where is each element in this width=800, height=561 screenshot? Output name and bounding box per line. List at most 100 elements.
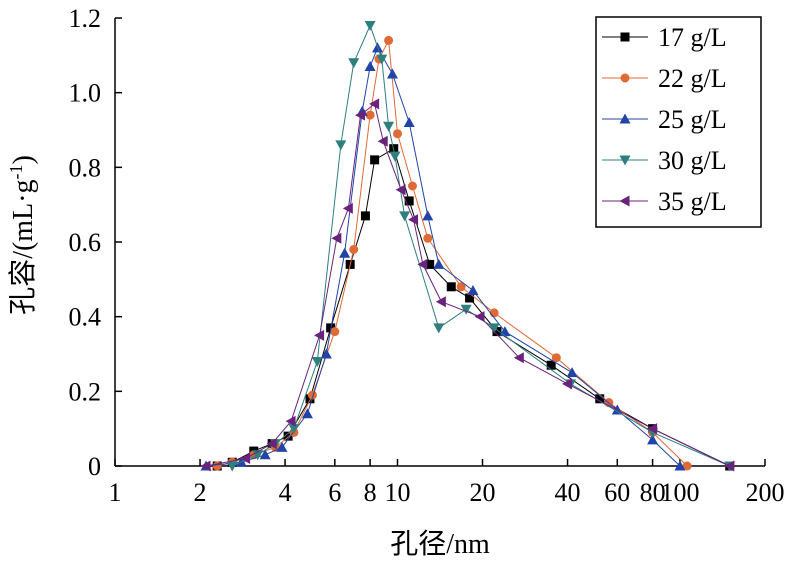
data-point bbox=[365, 110, 375, 120]
x-tick-label: 4 bbox=[279, 478, 292, 507]
legend-item: 17 g/L bbox=[602, 23, 727, 52]
legend-marker bbox=[619, 113, 631, 124]
data-point bbox=[266, 438, 277, 450]
data-point bbox=[349, 244, 359, 254]
data-point bbox=[595, 394, 605, 404]
data-point bbox=[647, 434, 659, 445]
x-tick-label: 6 bbox=[328, 478, 341, 507]
data-point bbox=[446, 282, 456, 292]
data-point bbox=[392, 129, 402, 139]
data-point bbox=[288, 424, 300, 435]
legend-item: 25 g/L bbox=[602, 105, 727, 134]
data-point bbox=[422, 210, 434, 221]
data-point bbox=[425, 259, 435, 269]
data-point bbox=[285, 415, 296, 427]
data-point bbox=[311, 356, 323, 367]
data-point bbox=[259, 449, 271, 460]
x-tick-label: 80 bbox=[640, 478, 666, 507]
legend-item: 35 g/L bbox=[602, 187, 727, 216]
data-point bbox=[342, 202, 353, 214]
data-point bbox=[566, 367, 578, 378]
x-tick-label: 100 bbox=[660, 478, 699, 507]
x-tick-label: 1 bbox=[109, 478, 122, 507]
data-point bbox=[395, 184, 406, 196]
data-point bbox=[330, 327, 340, 337]
x-axis-title: 孔径/nm bbox=[390, 528, 490, 560]
legend-label: 25 g/L bbox=[658, 105, 727, 134]
data-point bbox=[386, 68, 398, 79]
data-point bbox=[647, 423, 658, 435]
y-tick-label: 0.8 bbox=[69, 153, 102, 182]
series-3 bbox=[200, 42, 686, 471]
series-layer bbox=[200, 20, 736, 472]
data-point bbox=[348, 58, 360, 69]
legend-item: 22 g/L bbox=[602, 64, 727, 93]
series-5 bbox=[200, 98, 735, 472]
data-point bbox=[465, 293, 475, 303]
x-tick-label: 40 bbox=[555, 478, 581, 507]
data-point bbox=[435, 296, 446, 308]
data-point bbox=[460, 304, 472, 315]
x-tick-label: 2 bbox=[194, 478, 207, 507]
data-point bbox=[314, 329, 325, 341]
legend-label: 30 g/L bbox=[658, 146, 727, 175]
data-point bbox=[383, 121, 395, 132]
series-4 bbox=[226, 20, 736, 472]
data-point bbox=[364, 20, 376, 31]
data-point bbox=[226, 461, 238, 472]
data-point bbox=[546, 360, 556, 370]
data-point bbox=[389, 151, 401, 162]
data-point bbox=[307, 390, 317, 400]
data-point bbox=[551, 353, 561, 363]
data-point bbox=[370, 155, 380, 165]
legend-item: 30 g/L bbox=[602, 146, 727, 175]
y-tick-label: 0.2 bbox=[69, 377, 102, 406]
data-point bbox=[335, 140, 347, 151]
data-point bbox=[331, 232, 342, 244]
data-point bbox=[200, 460, 211, 472]
y-tick-label: 1.0 bbox=[69, 79, 102, 108]
data-point bbox=[474, 311, 485, 323]
data-point bbox=[377, 135, 388, 147]
data-point bbox=[403, 117, 415, 128]
data-point bbox=[355, 109, 366, 121]
data-point bbox=[384, 35, 394, 45]
data-point bbox=[369, 98, 380, 110]
y-tick-label: 1.2 bbox=[69, 4, 102, 33]
data-point bbox=[376, 54, 388, 65]
data-point bbox=[423, 233, 433, 243]
data-point bbox=[489, 308, 499, 318]
x-tick-label: 10 bbox=[384, 478, 410, 507]
y-axis-title: 孔容/(mL·g-1) bbox=[6, 155, 39, 315]
data-point bbox=[562, 378, 573, 390]
data-point bbox=[360, 211, 370, 221]
legend-label: 35 g/L bbox=[658, 187, 727, 216]
y-tick-label: 0.4 bbox=[69, 303, 102, 332]
series-line bbox=[205, 46, 681, 467]
data-point bbox=[513, 352, 524, 364]
y-tick-label: 0.6 bbox=[69, 228, 102, 257]
data-point bbox=[407, 181, 417, 191]
data-point bbox=[674, 460, 686, 471]
data-point bbox=[724, 460, 735, 472]
x-tick-label: 20 bbox=[470, 478, 496, 507]
data-point bbox=[339, 247, 351, 258]
data-point bbox=[240, 453, 251, 465]
data-point bbox=[433, 258, 445, 269]
series-line bbox=[231, 24, 730, 467]
data-point bbox=[283, 431, 293, 441]
data-point bbox=[399, 211, 411, 222]
legend-marker bbox=[620, 32, 630, 42]
data-point bbox=[364, 61, 376, 72]
data-point bbox=[301, 408, 313, 419]
x-tick-label: 60 bbox=[604, 478, 630, 507]
data-point bbox=[467, 285, 479, 296]
legend-label: 17 g/L bbox=[658, 23, 727, 52]
y-tick-label: 0 bbox=[88, 452, 101, 481]
data-point bbox=[682, 461, 692, 471]
data-point bbox=[404, 196, 414, 206]
legend-label: 22 g/L bbox=[658, 64, 727, 93]
data-point bbox=[417, 258, 428, 270]
data-point bbox=[276, 441, 288, 452]
legend-marker bbox=[619, 155, 631, 166]
